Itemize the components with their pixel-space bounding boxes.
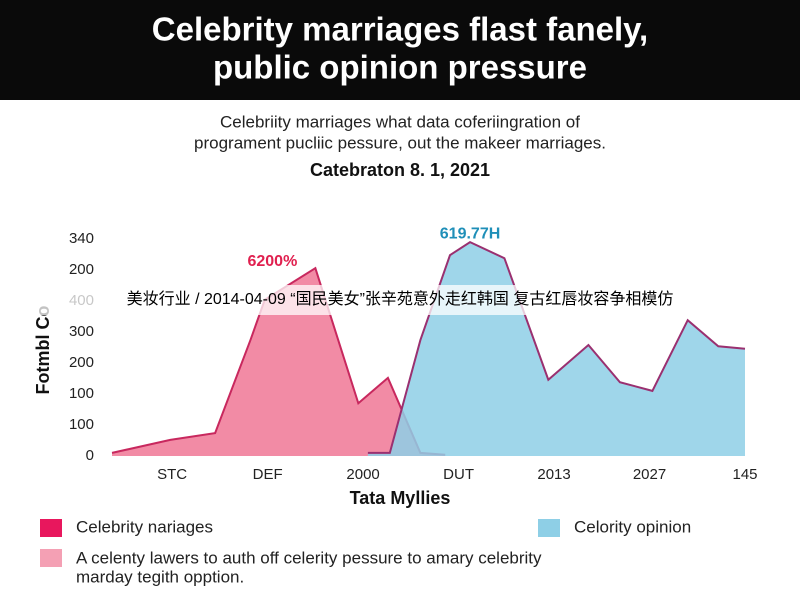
y-tick-label: 200 xyxy=(69,261,94,278)
y-tick-label: 0 xyxy=(86,447,94,464)
legend-swatch xyxy=(538,519,560,537)
annotation: 6200% xyxy=(247,253,297,270)
area xyxy=(112,268,446,456)
y-tick-label: 200 xyxy=(69,354,94,371)
y-tick-label: 100 xyxy=(69,385,94,402)
subtitle: Celebriity marriages what data coferiing… xyxy=(220,112,580,131)
x-tick-label: 2013 xyxy=(537,466,570,483)
legend-note: A celenty lawers to auth off celerity pe… xyxy=(76,548,542,567)
x-axis-label: Tata Myllies xyxy=(350,488,451,508)
subtitle: programent pucliic pessure, out the make… xyxy=(194,133,606,152)
annotation: 619.77H xyxy=(440,225,501,242)
x-tick-label: DEF xyxy=(253,466,283,483)
area xyxy=(367,242,745,456)
chart-title: Celebrity marriages flast fanely, xyxy=(152,11,648,48)
x-tick-label: 2000 xyxy=(346,466,379,483)
chart-title: public opinion pressure xyxy=(213,49,587,86)
x-tick-label: 145 xyxy=(732,466,757,483)
y-tick-label: 100 xyxy=(69,416,94,433)
legend-label: Celority opinion xyxy=(574,517,691,536)
legend-label: Celebrity nariages xyxy=(76,517,213,536)
line xyxy=(367,240,746,454)
legend-swatch xyxy=(40,519,62,537)
x-tick-label: STC xyxy=(157,466,187,483)
caption-band xyxy=(0,285,800,315)
x-tick-label: 2027 xyxy=(633,466,666,483)
caption: 美妆行业 / 2014-04-09 “国民美女”张辛苑意外走红韩国 复古红唇妆容… xyxy=(127,289,674,308)
date: Catebraton 8. 1, 2021 xyxy=(310,160,490,180)
y-axis-label: Fotmbl Co xyxy=(33,306,53,395)
legend-swatch xyxy=(40,549,62,567)
legend-note: marday tegith opption. xyxy=(76,567,244,586)
x-tick-label: DUT xyxy=(443,466,474,483)
y-tick-label: 340 xyxy=(69,230,94,247)
header-bar xyxy=(0,0,800,100)
y-tick-label: 300 xyxy=(69,323,94,340)
